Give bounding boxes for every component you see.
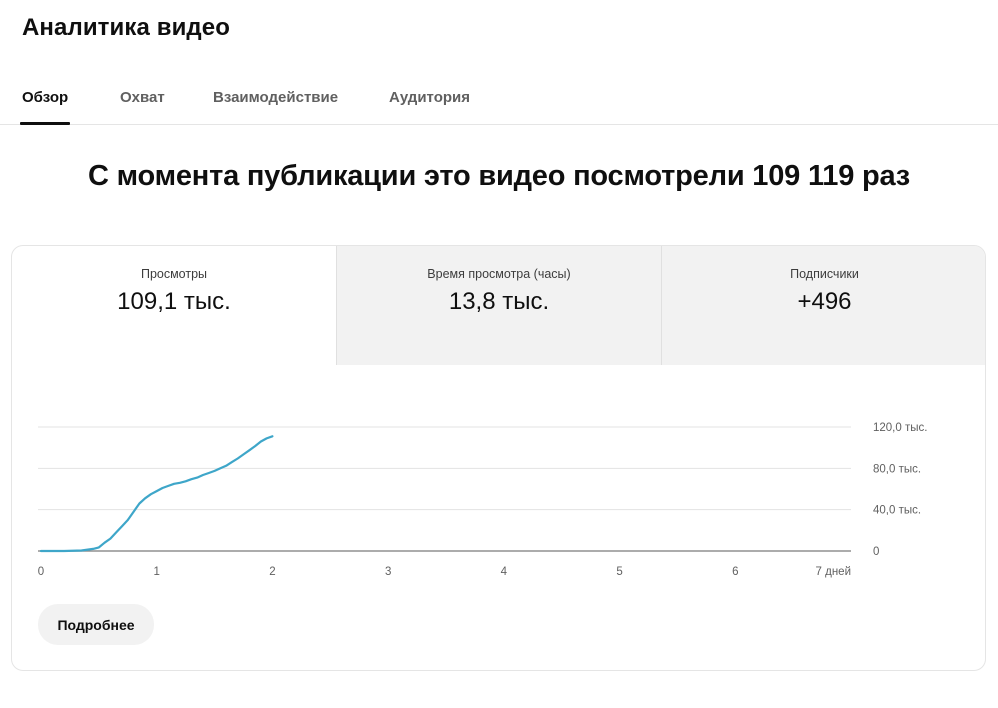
y-tick-label: 120,0 тыс. (873, 422, 927, 434)
metric-subscribers[interactable]: Подписчики +496 (661, 246, 985, 365)
views-chart-svg: 0 40,0 тыс. 80,0 тыс. 120,0 тыс. 0 1 2 3 4 5 6 7 дн… (38, 422, 928, 578)
tab-audience[interactable]: Аудитория (389, 89, 470, 106)
more-button[interactable]: Подробнее (38, 604, 154, 645)
metric-watch-time-value: 13,8 тыс. (448, 288, 550, 315)
metric-subscribers-label: Подписчики (790, 267, 859, 281)
tab-reach[interactable]: Охват (120, 89, 165, 106)
metric-subscribers-value: +496 (797, 288, 852, 315)
x-tick-label: 7 дней (816, 566, 851, 578)
tab-engagement[interactable]: Взаимодействие (213, 89, 339, 106)
x-tick-label: 3 (385, 566, 391, 578)
metric-views[interactable]: Просмотры 109,1 тыс. (12, 246, 336, 365)
x-tick-label: 4 (501, 566, 508, 578)
y-tick-label: 0 (873, 546, 879, 558)
views-chart: 0 40,0 тыс. 80,0 тыс. 120,0 тыс. 0 1 2 3 4 5 6 7 дн… (12, 365, 985, 595)
x-tick-label: 6 (732, 566, 738, 578)
headline: С момента публикации это видео посмотрел… (87, 160, 911, 192)
tab-bar: Обзор Охват Взаимодействие Аудитория (0, 72, 998, 125)
x-tick-label: 1 (154, 566, 160, 578)
views-series-line (39, 435, 274, 553)
y-tick-label: 80,0 тыс. (873, 463, 921, 475)
metric-views-label: Просмотры (140, 267, 208, 281)
metric-watch-time[interactable]: Время просмотра (часы) 13,8 тыс. (336, 246, 661, 365)
x-tick-label: 0 (38, 566, 44, 578)
analytics-card: Просмотры 109,1 тыс. Время просмотра (ча… (11, 245, 986, 671)
tab-overview[interactable]: Обзор (19, 89, 71, 125)
metric-views-value: 109,1 тыс. (117, 288, 231, 315)
x-tick-label: 5 (616, 566, 622, 578)
page-title: Аналитика видео (22, 14, 230, 41)
metric-watch-time-label: Время просмотра (часы) (427, 267, 571, 281)
x-tick-label: 2 (269, 566, 275, 578)
y-tick-label: 40,0 тыс. (873, 505, 921, 517)
